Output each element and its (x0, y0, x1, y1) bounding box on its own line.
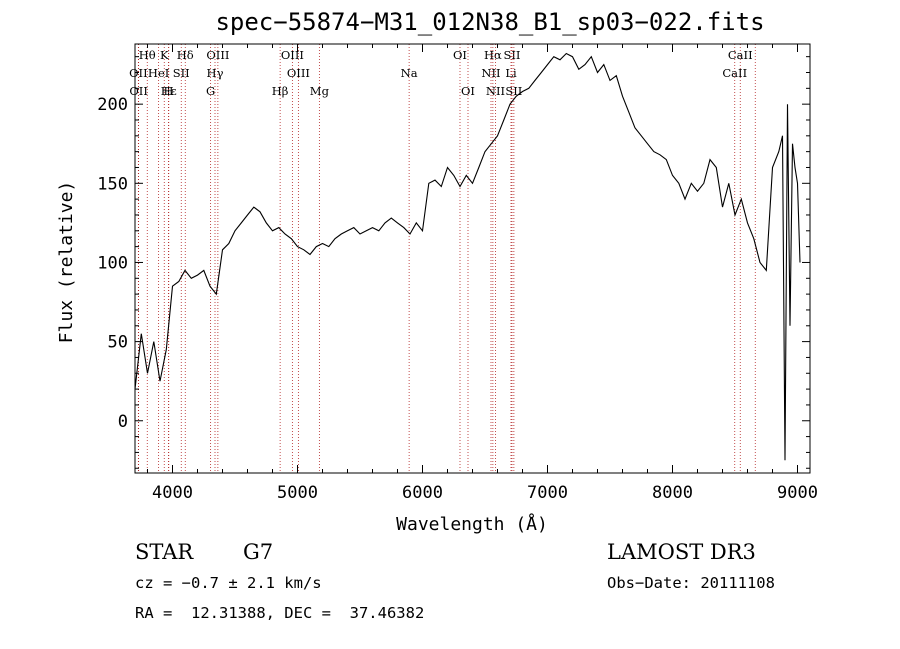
redshift-cz: cz = −0.7 ± 2.1 km/s (135, 574, 322, 592)
x-tick-label: 6000 (402, 483, 443, 503)
spectral-line-label: Hδ (177, 48, 194, 62)
spectral-line-label: HeI (148, 66, 169, 80)
spectral-line-label: Hθ (139, 48, 156, 62)
y-tick-label: 150 (97, 174, 128, 194)
x-tick-label: 4000 (152, 483, 193, 503)
x-axis-label: Wavelength (Å) (396, 513, 548, 535)
y-tick-label: 200 (97, 95, 128, 115)
object-class: STAR (135, 540, 194, 564)
spectral-line-label: SII (173, 66, 190, 80)
spectral-line-label: CaII (743, 0, 768, 3)
y-tick-label: 100 (97, 253, 128, 273)
spectral-line-label: NII (486, 84, 505, 98)
x-tick-label: 7000 (527, 483, 568, 503)
y-axis-label: Flux (relative) (56, 181, 77, 344)
spectral-line-label: OI (461, 84, 475, 98)
chart-title: spec−55874−M31_012N38_B1_sp03−022.fits (215, 8, 765, 36)
spectral-line-label: OI (453, 48, 467, 62)
spectral-line-label: H (163, 84, 173, 98)
spectral-line-label: CaII (728, 48, 753, 62)
spectral-line-label: OIII (287, 66, 310, 80)
spectral-line-label: G (206, 84, 215, 98)
x-tick-label: 5000 (277, 483, 318, 503)
spectral-line-label: Mg (310, 84, 330, 98)
spectral-line-label: Hβ (272, 84, 289, 98)
object-subclass: G7 (243, 540, 274, 564)
spectral-line-label: CaII (722, 66, 747, 80)
spectral-line-label: SII (504, 48, 521, 62)
observation-date: Obs−Date: 20111108 (607, 574, 775, 592)
x-tick-label: 9000 (777, 483, 818, 503)
spectral-line-label: K (160, 48, 169, 62)
spectral-line-label: Hα (484, 48, 502, 62)
spectral-line-label: Hε (161, 84, 177, 98)
spectral-line-label: SII (505, 84, 522, 98)
spectral-line-label: OIII (206, 48, 229, 62)
spectral-line-label: Hγ (207, 66, 224, 80)
spectral-line-label: Na (401, 66, 418, 80)
y-tick-label: 50 (108, 333, 128, 353)
survey-name: LAMOST DR3 (607, 540, 756, 564)
x-tick-label: 8000 (652, 483, 693, 503)
spectral-line-label: Li (505, 66, 517, 80)
spectral-line-label: OII (129, 66, 148, 80)
plot-frame (134, 43, 811, 474)
y-tick-label: 0 (118, 412, 128, 432)
spectral-line-label: NII (481, 66, 500, 80)
spectral-line-label: OIII (281, 48, 304, 62)
spectral-line-label: OII (129, 84, 148, 98)
flux-series-line (134, 52, 801, 461)
coordinates-ra-dec: RA = 12.31388, DEC = 37.46382 (135, 604, 425, 622)
